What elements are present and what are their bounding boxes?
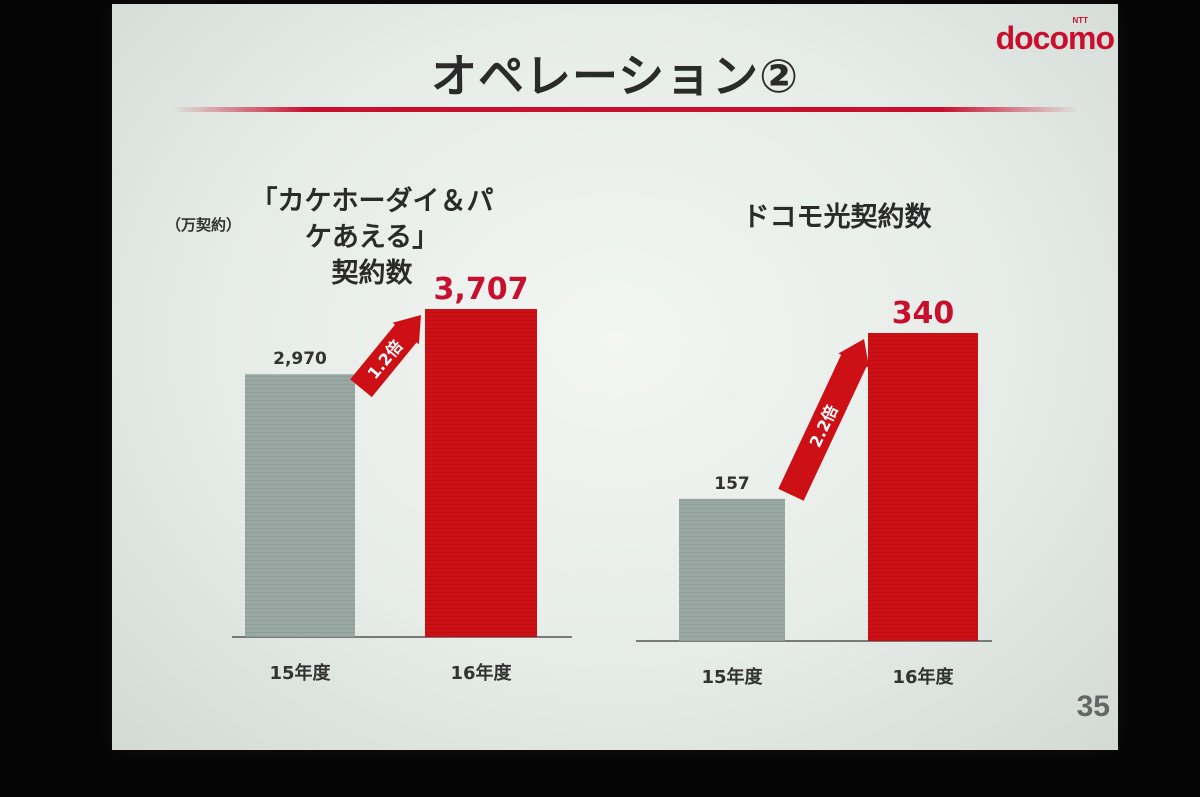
chart-title-docomo-hikari: ドコモ光契約数 — [742, 202, 932, 233]
category-label: 16年度 — [892, 666, 954, 688]
docomo-logo: docomo — [995, 20, 1115, 56]
growth-arrow: 2.2倍 — [778, 338, 870, 501]
value-label: 340 — [892, 296, 955, 331]
growth-arrow-shape — [778, 338, 870, 501]
unit-label: （万契約） — [166, 216, 242, 234]
slide-title: オペレーション② — [430, 49, 800, 103]
slide: オペレーション② NTT docomo （万契約） 「カケホーダイ＆パケあえる」… — [112, 4, 1118, 750]
value-label: 157 — [714, 474, 750, 494]
value-label: 2,970 — [273, 349, 327, 369]
bar-fy16 — [425, 309, 537, 637]
category-label: 16年度 — [450, 662, 512, 684]
growth-arrow: 1.2倍 — [350, 315, 421, 398]
category-label: 15年度 — [269, 662, 331, 684]
page-number: 35 — [1076, 690, 1110, 723]
category-label: 15年度 — [701, 666, 763, 688]
chart-title-kakehodai: 「カケホーダイ＆パケあえる」 契約数 — [250, 186, 494, 289]
value-label: 3,707 — [434, 272, 529, 307]
charts-svg: 2,970 15年度 3,707 16年度 1.2倍 157 15年度 340 16年度 2.2倍 — [232, 272, 992, 688]
title-divider — [172, 107, 1078, 112]
growth-arrow-shape — [350, 315, 421, 398]
bar-fy15 — [245, 374, 355, 637]
bar-fy16 — [868, 333, 978, 641]
logo-ntt: NTT — [1072, 16, 1088, 25]
bar-fy15 — [679, 498, 785, 641]
